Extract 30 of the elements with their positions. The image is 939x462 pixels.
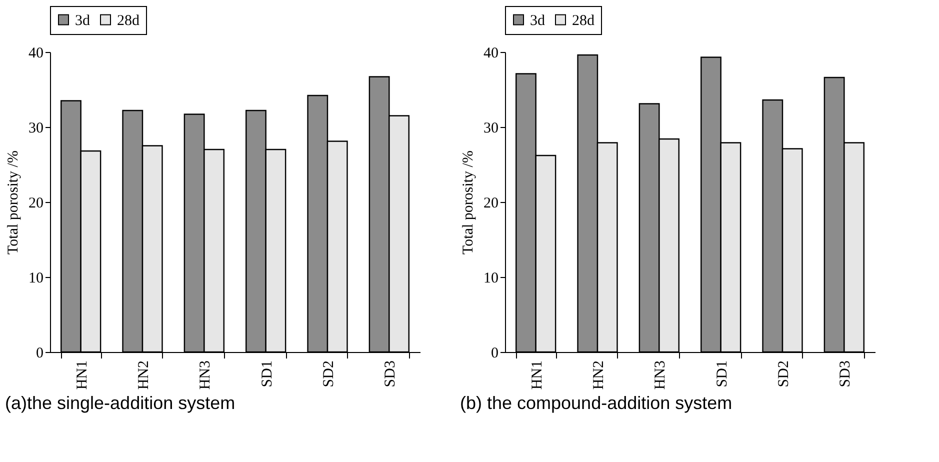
x-tick-label: SD1 [259, 360, 276, 388]
legend-label: 3d [75, 12, 90, 29]
y-tick-label: 0 [36, 346, 44, 362]
x-tick-label: HN1 [74, 360, 90, 390]
x-tick-label: HN1 [529, 360, 546, 390]
legend-label: 28d [572, 12, 595, 29]
y-tick-label: 20 [28, 196, 44, 212]
y-tick-label: 10 [28, 270, 44, 286]
x-tick-label: HN2 [591, 360, 607, 390]
y-tick-label: 40 [484, 46, 498, 62]
y-tick-label: 40 [28, 46, 44, 62]
x-tick-label: HN3 [652, 360, 669, 390]
legend-label: 3d [530, 12, 546, 29]
text: (a)the single-addition system [5, 393, 236, 414]
x-tick-label: SD2 [321, 360, 337, 388]
legend-label: 28d [117, 12, 140, 29]
y-tick-label: 30 [484, 120, 498, 136]
x-tick-label: HN3 [198, 360, 214, 390]
x-tick-label: SD3 [838, 360, 854, 388]
x-tick-label: SD3 [382, 360, 399, 388]
text: (b) the compound-addition system [460, 393, 732, 414]
y-tick-label: 10 [484, 270, 498, 286]
y-axis-title: Total porosity /% [6, 150, 22, 254]
x-tick-label: SD1 [714, 360, 730, 388]
y-tick-label: 30 [28, 120, 44, 136]
y-axis-title: Total porosity /% [460, 150, 476, 254]
y-tick-label: 0 [491, 346, 498, 362]
x-tick-label: SD2 [776, 360, 792, 388]
x-tick-label: HN2 [136, 360, 152, 390]
y-tick-label: 20 [484, 196, 498, 212]
